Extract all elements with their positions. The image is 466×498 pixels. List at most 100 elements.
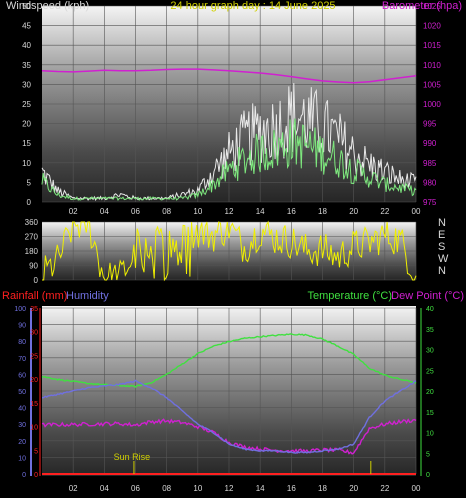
humidity-tick-label: 50 xyxy=(18,389,26,396)
temp-time-tick-label: 22 xyxy=(380,484,389,493)
temperature-tick-label: 30 xyxy=(426,348,434,355)
humidity-tick-label: 40 xyxy=(18,406,26,413)
barometer-tick-label: 1025 xyxy=(423,2,441,11)
humidity-line xyxy=(42,379,417,454)
temp-series xyxy=(41,333,417,475)
wind-grid xyxy=(42,5,417,203)
rainfall-tick-label: 35 xyxy=(30,306,38,313)
rainfall-tick-label: 30 xyxy=(30,330,38,337)
windspeed-axis: 0 5 10 15 20 25 30 35 40 45 50 xyxy=(22,2,31,207)
chart-title: 24 hour graph day : 14 June 2025 xyxy=(170,0,335,12)
barometer-tick-label: 995 xyxy=(423,120,437,129)
wind-time-tick-label: 04 xyxy=(100,207,109,216)
compass-tick-label: N xyxy=(438,265,446,277)
temp-time-tick-label: 08 xyxy=(162,484,171,493)
dewpoint-axis-label: Dew Point (°C) xyxy=(391,290,464,302)
direction-tick-label: 90 xyxy=(29,262,38,271)
temperature-tick-label: 5 xyxy=(426,451,430,458)
humidity-tick-label: 60 xyxy=(18,372,26,379)
barometer-tick-label: 1005 xyxy=(423,80,441,89)
temp-time-tick-label: 10 xyxy=(193,484,202,493)
sunrise-label: Sun Rise xyxy=(114,452,151,462)
barometer-line xyxy=(41,68,417,84)
windspeed-tick-label: 15 xyxy=(22,139,31,148)
wind-series xyxy=(41,68,417,202)
compass-tick-label: E xyxy=(438,229,445,241)
humidity-tick-label: 20 xyxy=(18,439,26,446)
barometer-tick-label: 1020 xyxy=(423,22,441,31)
temperature-tick-label: 35 xyxy=(426,327,434,334)
direction-tick-label: 360 xyxy=(25,218,39,227)
wind-time-tick-label: 18 xyxy=(318,207,327,216)
rainfall-tick-label: 0 xyxy=(34,472,38,479)
rainfall-axis: 0 5 10 15 20 25 30 35 xyxy=(30,306,38,479)
humidity-tick-label: 100 xyxy=(14,306,26,313)
barometer-axis: 975 980 985 990 995 1000 1005 1010 1015 1020 1025 xyxy=(423,2,441,207)
barometer-axis-label: Barometer (hpa) xyxy=(382,0,462,12)
dewpoint-line xyxy=(41,418,417,455)
temperature-tick-label: 25 xyxy=(426,368,434,375)
temp-time-tick-label: 06 xyxy=(131,484,140,493)
compass-tick-label: N xyxy=(438,217,446,229)
windspeed-tick-label: 35 xyxy=(22,61,31,70)
windspeed-tick-label: 0 xyxy=(27,198,32,207)
barometer-tick-label: 1000 xyxy=(423,100,441,109)
rainfall-tick-label: 15 xyxy=(30,401,38,408)
temp-time-tick-label: 14 xyxy=(256,484,265,493)
humidity-axis-label: Humidity xyxy=(66,290,109,302)
barometer-tick-label: 980 xyxy=(423,178,437,187)
temperature-tick-label: 15 xyxy=(426,410,434,417)
temp-time-tick-label: 00 xyxy=(412,484,421,493)
windspeed-tick-label: 20 xyxy=(22,120,31,129)
temperature-line xyxy=(41,333,417,388)
direction-tick-label: 0 xyxy=(34,276,39,285)
rainfall-tick-label: 10 xyxy=(30,425,38,432)
temp-time-tick-label: 18 xyxy=(318,484,327,493)
windspeed-tick-label: 10 xyxy=(22,159,31,168)
wind-time-tick-label: 06 xyxy=(131,207,140,216)
wind-time-tick-label: 12 xyxy=(225,207,234,216)
wind-time-tick-label: 02 xyxy=(69,207,78,216)
humidity-tick-label: 10 xyxy=(18,455,26,462)
temp-time-axis: 02 04 06 08 10 12 14 16 18 20 22 00 xyxy=(69,484,421,493)
direction-series xyxy=(42,220,417,282)
wind-time-axis: 02 04 06 08 10 12 14 16 18 20 22 00 xyxy=(69,207,421,216)
temperature-axis: 0 5 10 15 20 25 30 35 40 xyxy=(426,306,434,479)
humidity-tick-label: 0 xyxy=(22,472,26,479)
windspeed-tick-label: 25 xyxy=(22,100,31,109)
windspeed-tick-label: 30 xyxy=(22,80,31,89)
barometer-tick-label: 1015 xyxy=(423,41,441,50)
windspeed-axis-label: Windspeed (kph) xyxy=(6,0,89,12)
temp-time-tick-label: 20 xyxy=(349,484,358,493)
rainfall-tick-label: 25 xyxy=(30,353,38,360)
barometer-tick-label: 975 xyxy=(423,198,437,207)
humidity-tick-label: 70 xyxy=(18,356,26,363)
barometer-tick-label: 990 xyxy=(423,139,437,148)
rainfall-axis-label: Rainfall (mm) xyxy=(2,290,67,302)
wind-time-tick-label: 08 xyxy=(162,207,171,216)
direction-tick-label: 270 xyxy=(25,233,39,242)
direction-degrees-axis: 0 90 180 270 360 xyxy=(25,218,39,285)
temperature-axis-label: Temperature (°C) xyxy=(308,290,392,302)
wind-time-tick-label: 22 xyxy=(380,207,389,216)
barometer-tick-label: 1010 xyxy=(423,61,441,70)
direction-line xyxy=(42,220,417,282)
wind-time-tick-label: 10 xyxy=(193,207,202,216)
humidity-tick-label: 80 xyxy=(18,339,26,346)
temp-time-tick-label: 16 xyxy=(287,484,296,493)
temp-humidity-panel: Rainfall (mm) Humidity Temperature (°C) … xyxy=(2,290,464,493)
windspeed-line xyxy=(41,118,417,201)
temp-time-tick-label: 04 xyxy=(100,484,109,493)
windspeed-tick-label: 50 xyxy=(22,2,31,11)
temperature-tick-label: 20 xyxy=(426,389,434,396)
windspeed-tick-label: 45 xyxy=(22,22,31,31)
humidity-axis: 0 10 20 30 40 50 60 70 80 90 100 xyxy=(14,306,26,479)
wind-time-tick-label: 20 xyxy=(349,207,358,216)
temperature-tick-label: 10 xyxy=(426,431,434,438)
temp-time-tick-label: 02 xyxy=(69,484,78,493)
